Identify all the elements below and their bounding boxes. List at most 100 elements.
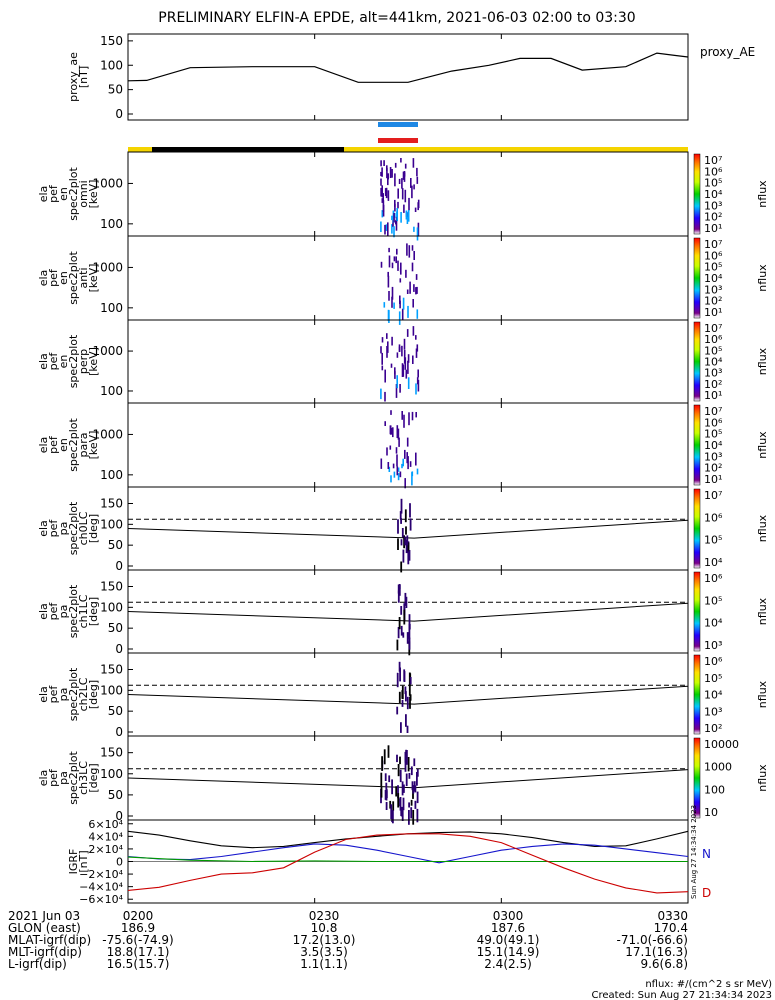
spectrogram-mark [397,428,400,440]
colorbar-tick: 10² [704,295,722,308]
igrf-line-2 [127,856,688,863]
spectrogram-mark [396,248,398,255]
spectrogram-mark [408,412,410,426]
spectrogram-mark [387,173,389,186]
y-axis-label: spec2plot [67,251,80,305]
spectrogram-mark [396,466,399,476]
pitch-angle-mark [389,800,392,809]
pitch-angle-mark [381,756,383,771]
y-axis-label: pef [47,435,60,454]
pitch-angle-mark [404,536,407,546]
pitch-angle-mark [412,790,414,799]
panel-perp: 1000100elapefenspec2plotperp[keV]10⁷10⁶1… [37,319,769,404]
pitch-angle-mark [400,561,403,573]
spectrogram-mark [391,215,393,221]
pitch-angle-mark [401,528,404,538]
orbit-row-value: 18.8(17.1) [107,945,170,959]
pitch-angle-mark [414,785,417,793]
spectrogram-mark [408,245,411,258]
orbit-row-value: 3.5(3.5) [300,945,348,959]
pitch-angle-mark [395,786,398,797]
y-axis-label: [keV] [87,264,100,293]
pitch-angle-mark [405,691,407,702]
spectrogram-mark [387,275,390,288]
panel-ch2: 150100500elapefpaspec2plotch2LC[deg]10⁶1… [37,652,769,739]
pitch-angle-marks [380,745,419,825]
spectrogram-marks [380,158,420,241]
spectrogram-mark [416,309,419,319]
spectrogram-mark [406,437,409,447]
pitch-angle-mark [402,797,405,811]
orbit-row-value: 186.9 [121,921,155,935]
y-axis-label: pef [47,685,60,704]
y-tick-label: 1000 [92,427,123,441]
spectrogram-mark [386,165,388,171]
spectrogram-mark [401,308,404,320]
spectrogram-mark [380,388,382,400]
loss-cone-line [127,769,689,789]
pitch-angle-mark [401,808,404,821]
pitch-angle-mark [409,518,412,531]
colorbar-tick: 10⁴ [704,188,723,201]
pitch-angle-mark [403,535,405,549]
y-axis-label: spec2plot [67,667,80,721]
y-axis-label: spec2plot [67,501,80,555]
spectrogram-mark [396,375,398,389]
colorbar-label: nflux [756,180,769,208]
spectrogram-mark [393,226,395,238]
spectrogram-mark [387,271,389,277]
spectrogram-mark [416,167,418,177]
colorbar-tick: 10⁶ [704,572,723,585]
spectrogram-mark [405,210,408,220]
spectrogram-mark [389,167,392,178]
y-axis-label: perp [77,349,90,374]
spectrogram-mark [406,212,409,224]
colorbar-tick: 1000 [704,761,732,774]
y-axis-label: spec2plot [67,584,80,638]
colorbar-tick: 10⁵ [704,261,722,274]
pitch-angle-mark [388,775,391,783]
pitch-angle-mark [403,671,406,682]
y-tick-label: 2×10⁴ [88,843,123,856]
pitch-angle-mark [392,801,395,811]
y-axis-label: ela [37,437,50,454]
spectrogram-mark [384,369,386,383]
pitch-angle-mark [407,757,410,772]
orbit-row-value: -71.0(-66.6) [617,933,688,947]
spectrogram-mark [392,220,394,227]
y-tick-label: 100 [100,600,123,614]
spectrogram-mark [393,302,395,309]
y-axis-label: ch0LC [77,511,90,545]
colorbar-tick: 10⁶ [704,165,723,178]
y-axis-label: ch3LC [77,761,90,795]
spectrogram-mark [390,475,392,483]
spectrogram-mark [381,365,384,371]
pitch-angle-mark [401,781,404,796]
pitch-angle-mark [407,542,410,552]
igrf-sidenote: Sun Aug 27 14:34:34 2023 [690,805,698,899]
pitch-angle-mark [399,511,402,519]
panel-para: 1000100elapefenspec2plotpara[keV]10⁷10⁶1… [37,402,769,489]
y-axis-label: ela [37,686,50,703]
spectrogram-mark [395,447,398,454]
pitch-angle-mark [409,503,411,518]
pitch-angle-mark [396,754,398,763]
pitch-angle-mark [408,623,411,639]
colorbar-label: nflux [756,431,769,459]
colorbar-tick: 10⁴ [704,439,723,452]
spectrogram-mark [415,348,418,358]
colorbar-label: nflux [756,347,769,375]
pitch-angle-marks [396,661,412,733]
spectrogram-mark [403,349,406,364]
spectrogram-mark [390,427,393,435]
y-axis-label: en [57,187,70,201]
x-tick-label: 0330 [657,909,688,923]
spectrogram-mark [381,210,384,218]
spectrogram-mark [387,309,390,322]
spectrogram-marks [380,243,419,325]
spectrogram-mark [416,468,419,475]
pitch-angle-mark [400,625,403,636]
spectrogram-mark [402,364,405,377]
spectrogram-mark [411,185,413,199]
